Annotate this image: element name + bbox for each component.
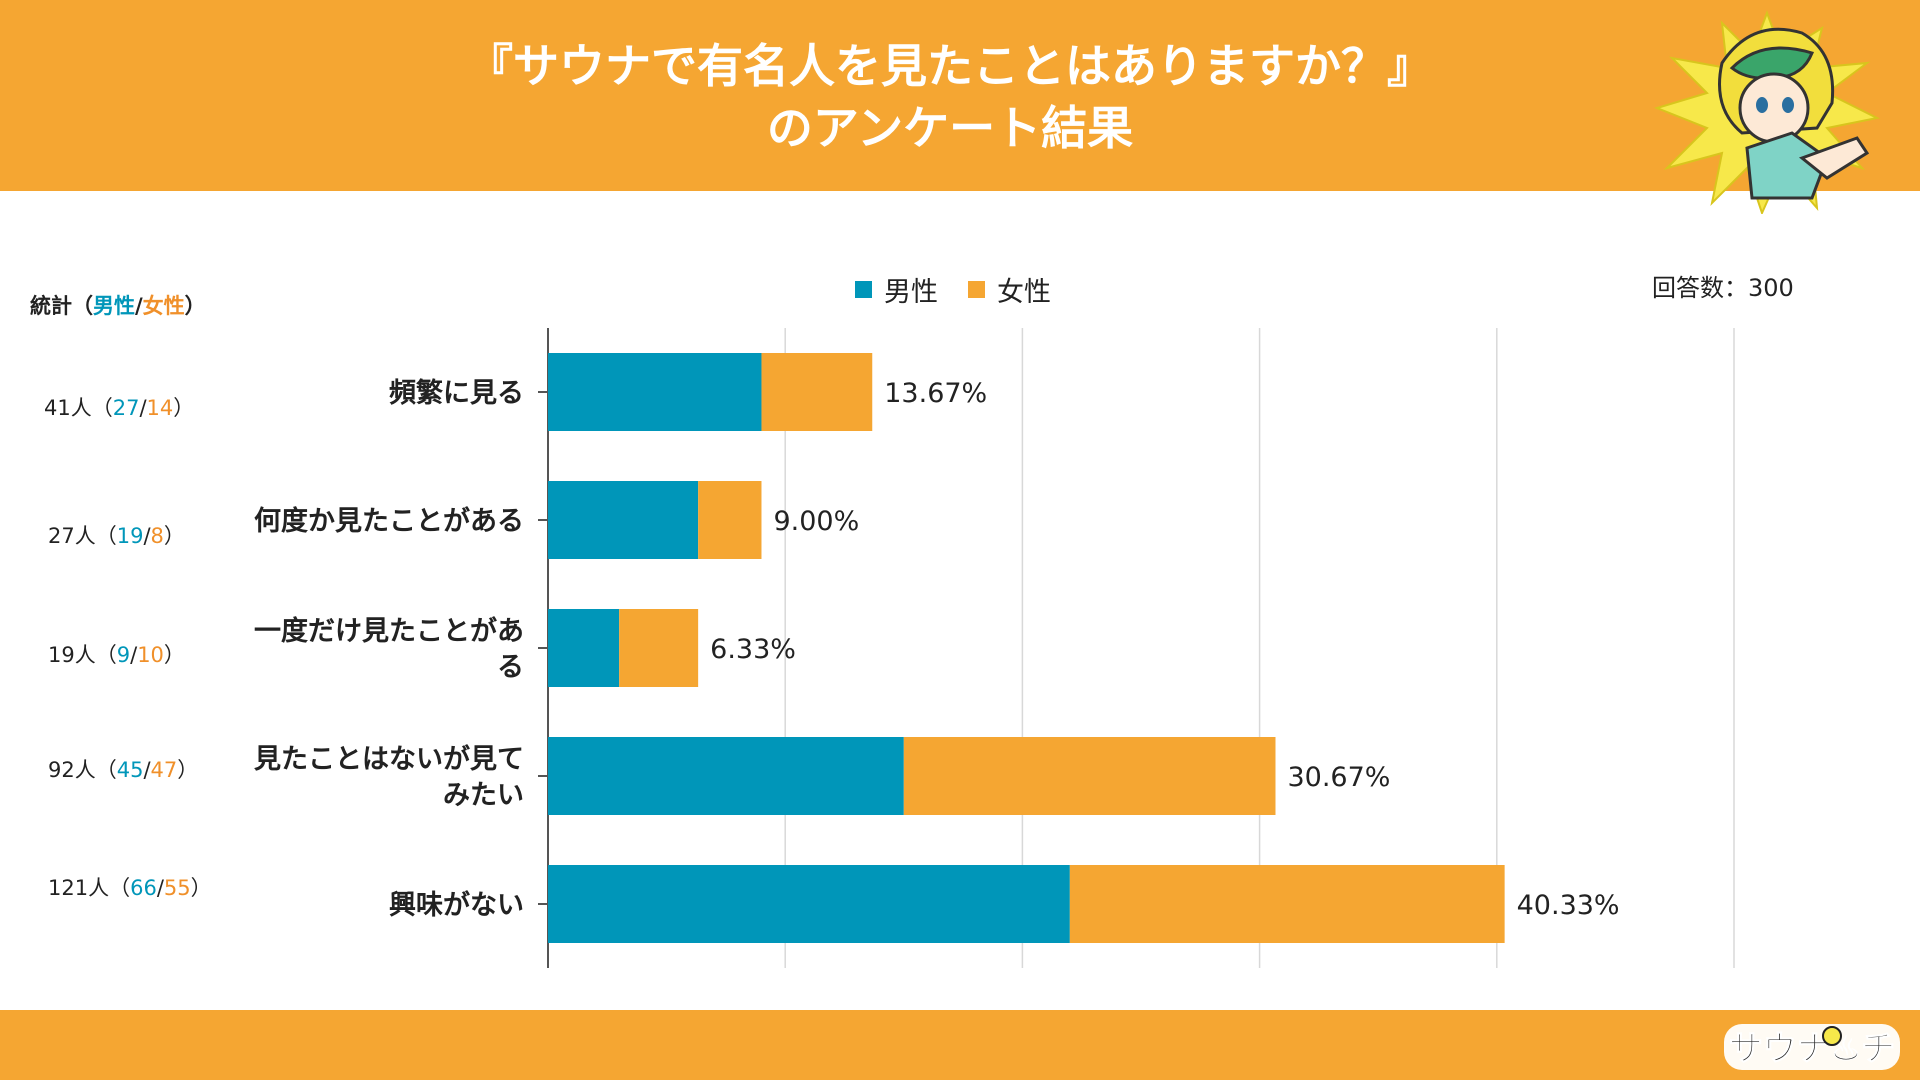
- bar-female: [619, 609, 699, 687]
- footer-banner: [0, 1010, 1920, 1080]
- stats-slash: /: [139, 396, 147, 420]
- data-label: 13.67%: [884, 378, 987, 409]
- stats-total: 19人: [48, 643, 96, 667]
- bar-female: [903, 737, 1276, 815]
- stats-total: 41人: [44, 396, 92, 420]
- stats-male-count: 19: [116, 524, 144, 548]
- bar-male: [548, 737, 904, 815]
- legend-male: 男性: [855, 270, 938, 309]
- stats-open-paren: （: [72, 294, 93, 318]
- stats-row: 19人（9/10）: [48, 639, 185, 669]
- stats-slash: /: [143, 758, 151, 782]
- stats-female-count: 8: [150, 524, 164, 548]
- bar-female: [761, 353, 873, 431]
- stats-close-paren: ）: [163, 524, 185, 548]
- category-label: る: [497, 652, 524, 683]
- stats-open-paren: （: [109, 876, 131, 900]
- stats-label: 統計: [30, 294, 72, 318]
- stats-male-count: 27: [112, 396, 140, 420]
- page-title-line1: 『サウナで有名人を見たことはありますか？』: [467, 39, 1433, 93]
- stats-slash: /: [156, 876, 164, 900]
- stats-row: 121人（66/55）: [48, 872, 212, 902]
- legend-female-label: 女性: [997, 277, 1051, 308]
- stats-slash: /: [143, 524, 151, 548]
- stats-row: 27人（19/8）: [48, 520, 185, 550]
- data-label: 40.33%: [1517, 890, 1620, 921]
- stats-open-paren: （: [95, 643, 117, 667]
- mascot-icon: [1653, 10, 1881, 214]
- category-label: みたい: [443, 780, 524, 811]
- stats-slash: /: [135, 294, 143, 318]
- stats-male-count: 45: [116, 758, 144, 782]
- stats-close-paren: ）: [177, 758, 199, 782]
- category-label: 何度か見たことがある: [254, 505, 524, 537]
- category-label: 見たことはないが見て: [254, 743, 524, 775]
- bar-male: [548, 353, 762, 431]
- stats-close-paren: ）: [173, 396, 195, 420]
- stats-close-paren: ）: [184, 294, 206, 318]
- bar-male: [548, 865, 1070, 943]
- category-label: 興味がない: [389, 889, 524, 921]
- stats-open-paren: （: [95, 758, 117, 782]
- data-label: 30.67%: [1287, 762, 1390, 793]
- stats-male-label: 男性: [93, 294, 135, 318]
- stats-total: 27人: [48, 524, 96, 548]
- total-respondents: 回答数：300: [1652, 274, 1794, 302]
- stats-female-count: 47: [150, 758, 178, 782]
- stats-row: 92人（45/47）: [48, 754, 198, 784]
- brand-logo-icon: サウナ♨チ: [1724, 1024, 1900, 1070]
- bar-female: [1069, 865, 1505, 943]
- data-label: 9.00%: [773, 506, 859, 537]
- bar-male: [548, 609, 620, 687]
- legend-male-swatch: [855, 281, 872, 298]
- stats-female-label: 女性: [142, 294, 185, 318]
- bar-male: [548, 481, 699, 559]
- category-label: 頻繁に見る: [389, 378, 524, 409]
- stats-open-paren: （: [95, 524, 117, 548]
- stats-slash: /: [130, 643, 138, 667]
- stats-female-count: 55: [163, 876, 191, 900]
- stats-male-count: 66: [130, 876, 157, 900]
- stats-male-count: 9: [116, 643, 131, 667]
- stats-total: 92人: [48, 758, 96, 782]
- header-banner: 『サウナで有名人を見たことはありますか？』 のアンケート結果: [0, 0, 1920, 191]
- legend-male-label: 男性: [884, 277, 938, 308]
- legend-female-swatch: [968, 281, 985, 298]
- svg-text:サウナ♨チ: サウナ♨チ: [1729, 1029, 1895, 1069]
- category-label: 一度だけ見たことがあ: [254, 615, 524, 647]
- page-title-line2: のアンケート結果: [766, 101, 1134, 155]
- stats-close-paren: ）: [163, 643, 185, 667]
- stats-open-paren: （: [91, 396, 113, 420]
- stats-close-paren: ）: [190, 876, 212, 900]
- legend-female: 女性: [968, 270, 1051, 309]
- stats-row: 41人（27/14）: [44, 392, 194, 422]
- chart-legend: 男性 女性: [855, 270, 1069, 309]
- stats-total: 121人: [48, 876, 110, 900]
- stats-female-count: 10: [137, 643, 164, 667]
- bar-female: [698, 481, 762, 559]
- data-label: 6.33%: [710, 634, 796, 665]
- stats-female-count: 14: [146, 396, 174, 420]
- stats-header: 統計（男性/女性）: [30, 290, 206, 320]
